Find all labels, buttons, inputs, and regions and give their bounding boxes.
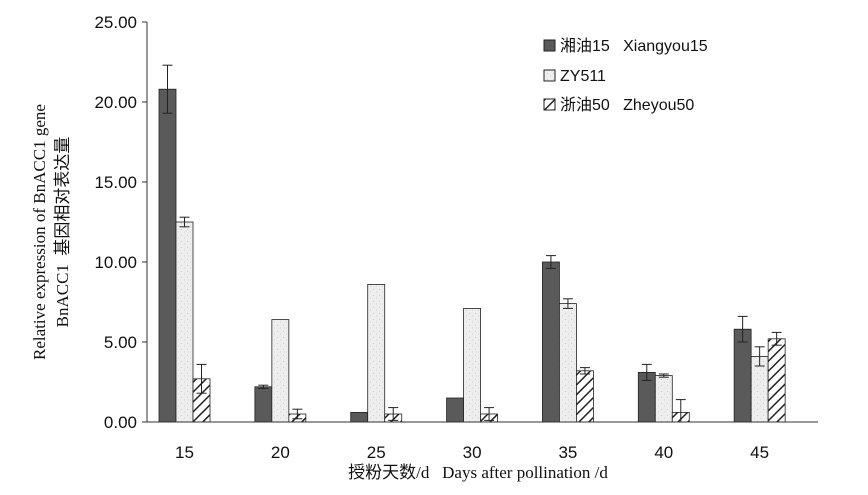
bar-light-20 xyxy=(271,319,290,423)
bar-light-15 xyxy=(175,221,194,423)
x-tick-label: 15 xyxy=(175,443,194,462)
legend-item-zheyou50: 浙油50 Zheyou50 xyxy=(543,96,694,114)
legend-item-xiangyou15: 湘油15 Xiangyou15 xyxy=(543,37,708,55)
legend-label-zheyou50: 浙油50 Zheyou50 xyxy=(560,96,694,114)
error-bar-light-45 xyxy=(754,346,765,367)
x-tick-label: 30 xyxy=(463,443,482,462)
bar-dark-20 xyxy=(254,386,273,423)
bar-dark-45 xyxy=(733,328,752,423)
legend-label-xiangyou15: 湘油15 Xiangyou15 xyxy=(560,37,708,55)
error-bar-dark-20 xyxy=(258,384,269,389)
error-bar-hatch-35 xyxy=(579,367,590,375)
bar-hatch-35 xyxy=(576,370,594,423)
bar-light-30 xyxy=(463,307,481,423)
bar-light-35 xyxy=(559,303,577,423)
error-bar-hatch-25 xyxy=(388,407,399,421)
error-bar-hatch-30 xyxy=(484,407,495,421)
bar-dark-25 xyxy=(350,411,369,423)
bar-dark-35 xyxy=(542,261,560,423)
x-axis-title: 授粉天数/d Days after pollination /d xyxy=(348,463,608,482)
error-bar-dark-40 xyxy=(641,363,652,381)
error-bar-dark-15 xyxy=(162,64,173,114)
x-tick-label: 20 xyxy=(271,443,290,462)
legend: 湘油15 Xiangyou15 ZY511 浙油50 Zheyou50 xyxy=(543,37,708,114)
legend-item-zy511: ZY511 xyxy=(543,68,606,85)
error-bar-hatch-20 xyxy=(292,408,303,420)
legend-label-zy511: ZY511 xyxy=(560,68,606,85)
y-axis-title-line1: Relative expression of BnACC1 gene xyxy=(30,104,49,360)
legend-swatch-dark xyxy=(543,39,556,52)
error-bar-dark-35 xyxy=(545,255,556,269)
error-bar-light-35 xyxy=(562,298,573,309)
error-bar-hatch-45 xyxy=(771,331,782,346)
y-tick-label: 0.00 xyxy=(104,413,137,432)
error-bar-dark-45 xyxy=(737,315,748,343)
x-tick-label: 35 xyxy=(558,443,577,462)
x-tick-label: 25 xyxy=(367,443,386,462)
error-bar-hatch-15 xyxy=(196,363,207,394)
bar-light-25 xyxy=(367,283,386,423)
y-axis-title-line2: BnACC1 基因相对表达量 xyxy=(53,137,72,328)
bar-dark-30 xyxy=(446,397,464,423)
y-tick-label: 15.00 xyxy=(94,173,137,192)
y-tick-label: 5.00 xyxy=(104,333,137,352)
error-bar-light-15 xyxy=(179,216,190,228)
x-tick-label: 40 xyxy=(654,443,673,462)
legend-swatch-light xyxy=(543,69,556,82)
bar-hatch-45 xyxy=(767,338,786,423)
y-tick-label: 25.00 xyxy=(94,13,137,32)
y-tick-label: 20.00 xyxy=(94,93,137,112)
error-bar-light-40 xyxy=(658,373,669,378)
bar-light-40 xyxy=(654,375,673,423)
legend-swatch-hatch xyxy=(543,98,556,111)
bar-dark-15 xyxy=(158,88,177,423)
x-tick-label: 45 xyxy=(750,443,769,462)
y-tick-label: 10.00 xyxy=(94,253,137,272)
